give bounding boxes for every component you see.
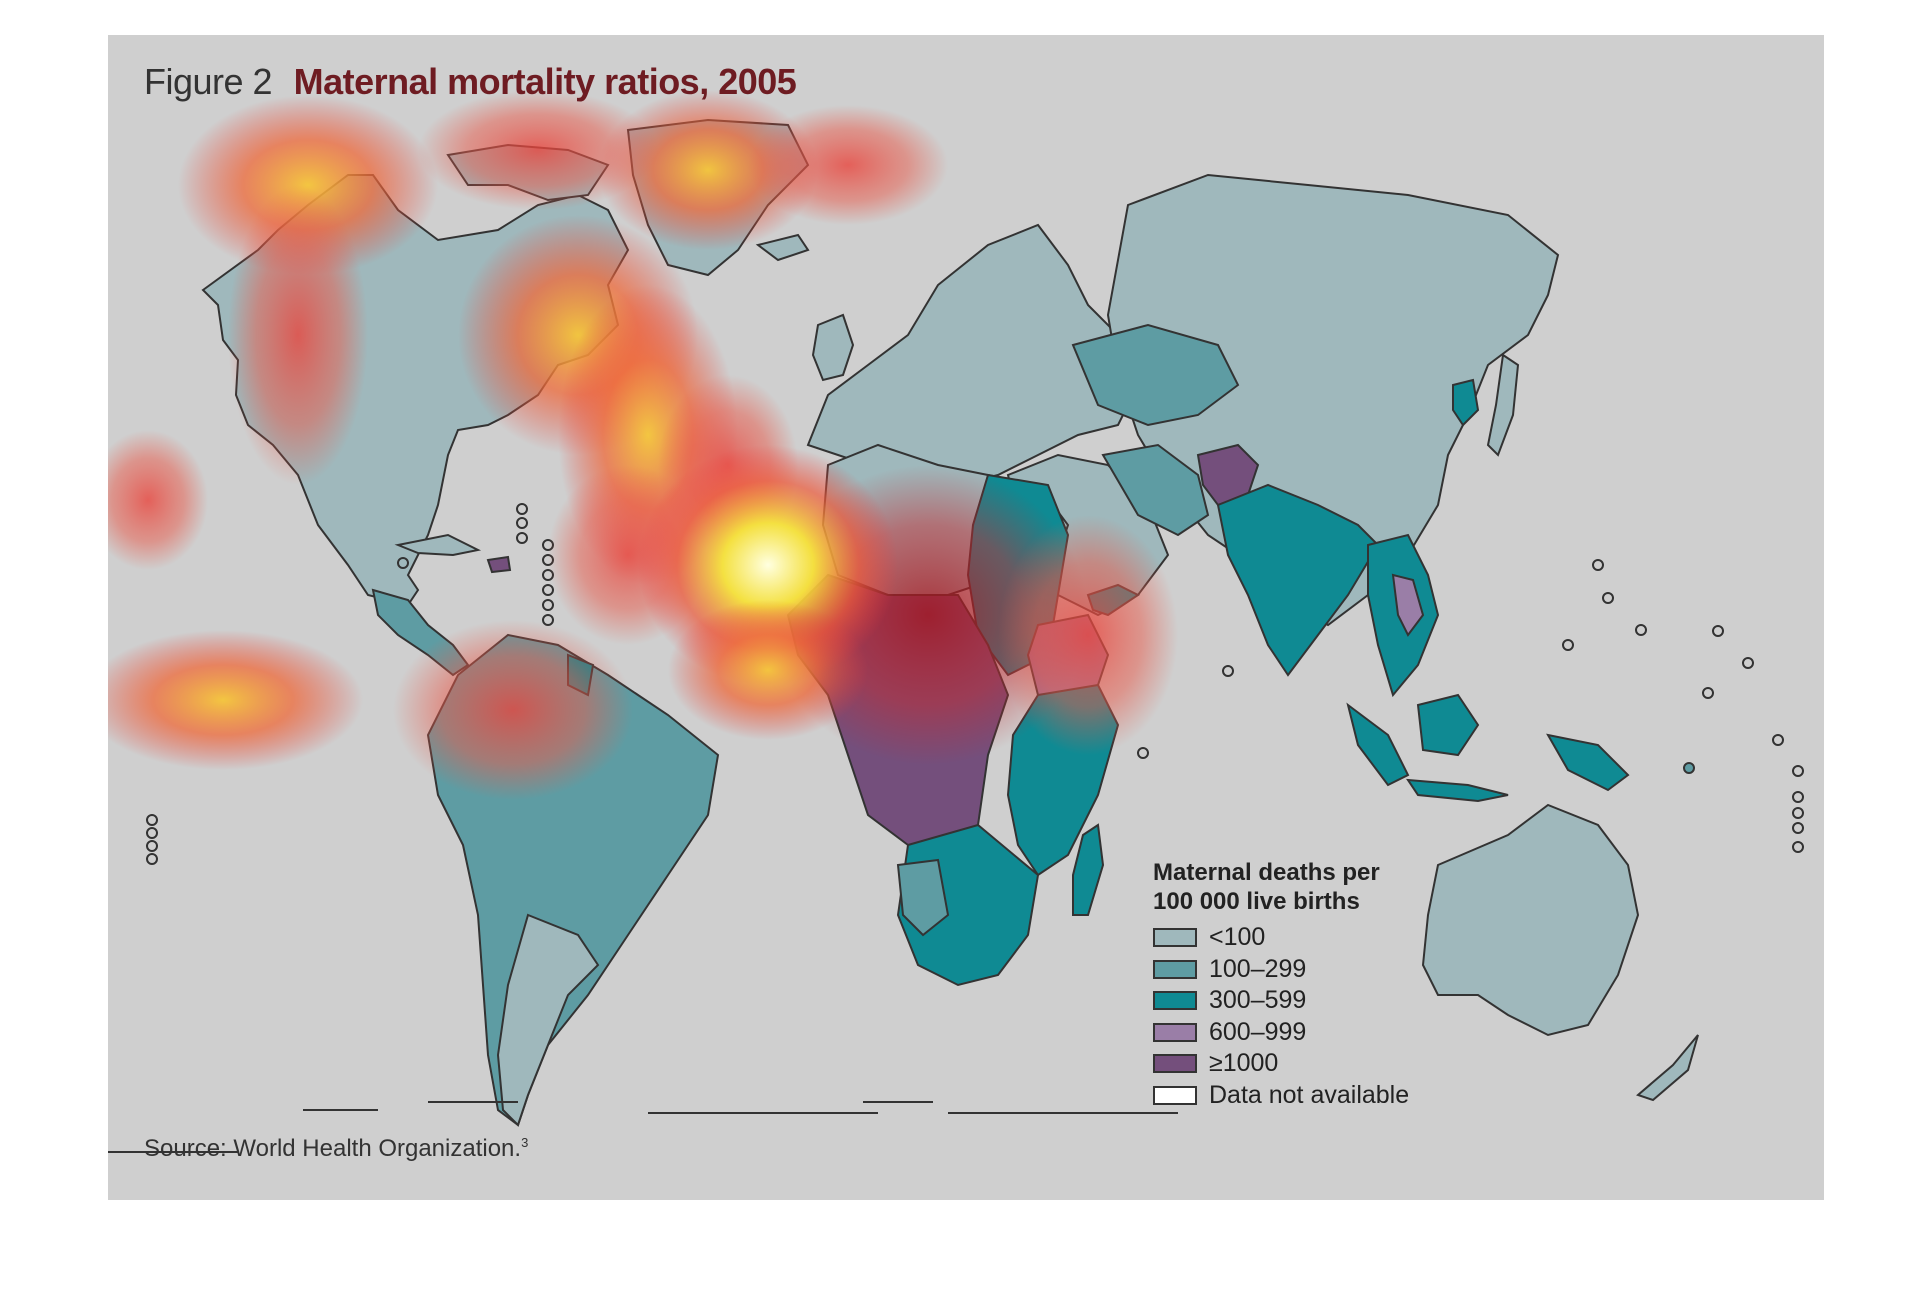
iceland: [755, 233, 810, 262]
legend-swatch: [1153, 1054, 1197, 1074]
source-text: Source: World Health Organization.: [144, 1135, 522, 1162]
korea: [1452, 378, 1480, 427]
legend-label: ≥1000: [1209, 1049, 1279, 1078]
world-map: [108, 90, 1804, 1127]
cuba: [394, 533, 482, 557]
legend-item: <100: [1153, 922, 1483, 954]
indonesia: [1346, 702, 1410, 787]
namibia: [896, 858, 950, 937]
source-strike-rule: [108, 1151, 238, 1153]
legend-label: 600–999: [1209, 1017, 1307, 1046]
legend-items: <100 100–299 300–599 600–999 ≥1000 Data not a…: [1153, 922, 1483, 1111]
legend-swatch: [1153, 959, 1197, 979]
legend-label: 100–299: [1209, 954, 1307, 983]
madagascar: [1072, 823, 1105, 916]
java-chain: [1406, 778, 1509, 803]
legend-title-line2: 100 000 live births: [1153, 888, 1360, 915]
kazakhstan: [1071, 323, 1240, 427]
source-footnote: 3: [521, 1135, 529, 1150]
legend-label: <100: [1209, 923, 1266, 952]
australia: [1421, 803, 1640, 1037]
uk-ireland: [811, 313, 855, 382]
legend-item: 600–999: [1153, 1017, 1483, 1049]
legend-item: Data not available: [1153, 1080, 1483, 1112]
south-asia: [1216, 483, 1380, 677]
laos-cambodia: [1391, 573, 1425, 637]
legend-swatch: [1153, 1022, 1197, 1042]
legend-item: 100–299: [1153, 954, 1483, 986]
new-zealand: [1636, 1034, 1699, 1102]
papua-new-guinea: [1546, 733, 1630, 792]
source-note: Source: World Health Organization.3: [144, 1135, 528, 1163]
iran-region: [1101, 443, 1210, 537]
source-rule-fragments: [303, 1101, 1178, 1114]
heatmap-overlay: [108, 90, 1178, 800]
japan: [1486, 353, 1520, 457]
southern-cone: [496, 913, 600, 1127]
haiti: [486, 555, 512, 574]
borneo: [1416, 693, 1480, 757]
legend-title-line1: Maternal deaths per: [1153, 859, 1380, 886]
small-island-teal: [1683, 762, 1695, 774]
legend-swatch: [1153, 928, 1197, 948]
legend-swatch: [1153, 1085, 1197, 1105]
legend-label: 300–599: [1209, 986, 1307, 1015]
legend-item: ≥1000: [1153, 1048, 1483, 1080]
figure-main-title: Maternal mortality ratios, 2005: [293, 61, 797, 102]
legend-label: Data not available: [1209, 1080, 1410, 1109]
legend-item: 300–599: [1153, 985, 1483, 1017]
figure-number: Figure 2: [144, 61, 273, 102]
legend-swatch: [1153, 991, 1197, 1011]
figure-panel: Figure 2 Maternal mortality ratios, 2005…: [108, 35, 1824, 1200]
legend: Maternal deaths per 100 000 live births …: [1153, 858, 1483, 1111]
figure-title: Figure 2 Maternal mortality ratios, 2005: [144, 61, 797, 103]
